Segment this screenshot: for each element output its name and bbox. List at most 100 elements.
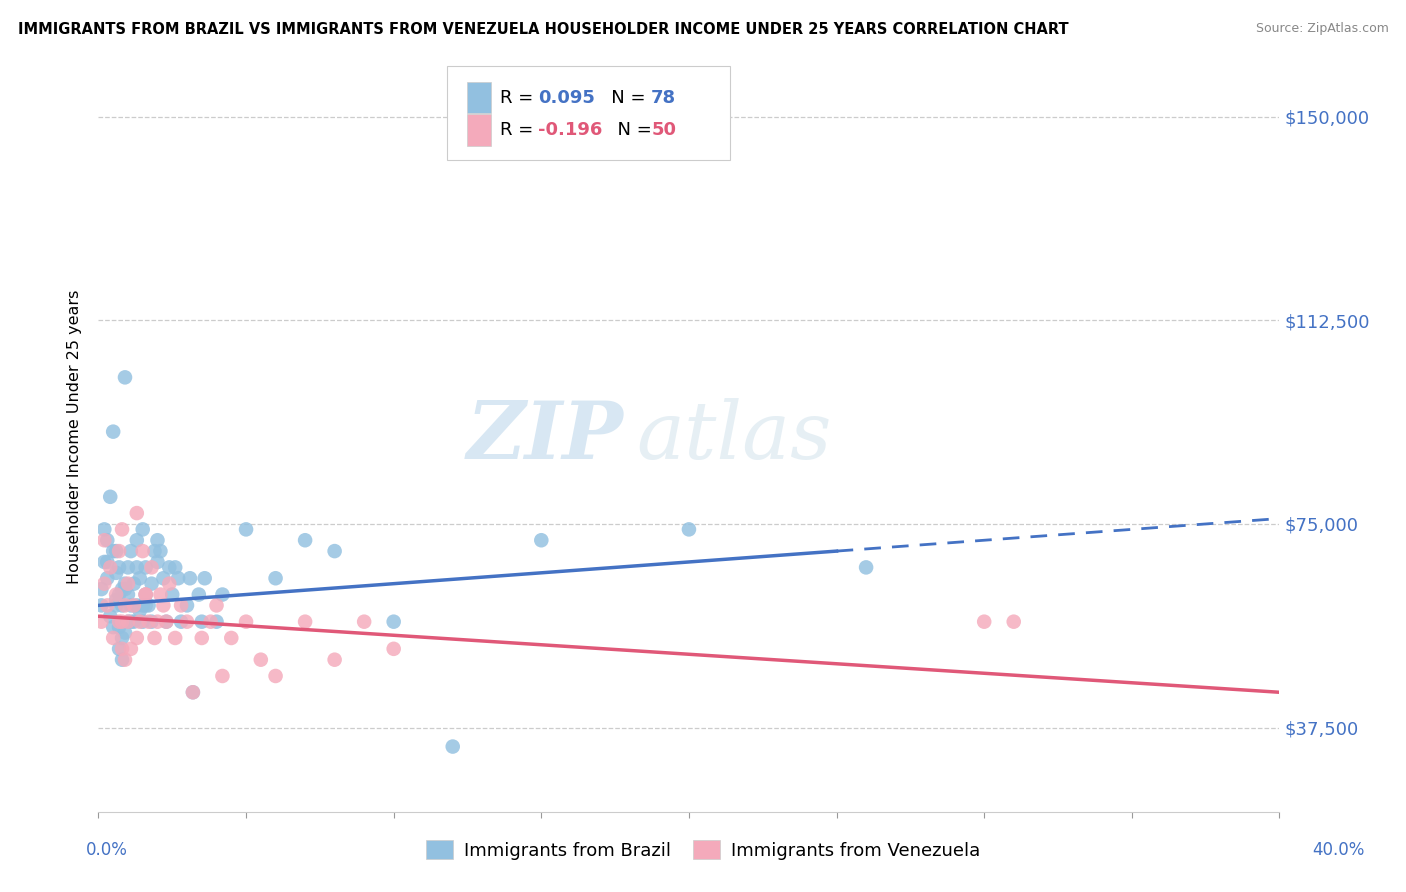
Point	[205, 615, 228, 629]
Point	[93, 533, 115, 548]
Text: 0.0%: 0.0%	[86, 841, 128, 859]
Point	[323, 544, 346, 558]
Point	[146, 533, 169, 548]
Point	[264, 669, 287, 683]
Point	[120, 544, 142, 558]
Text: 78: 78	[651, 88, 676, 107]
Point	[162, 588, 183, 602]
Point	[135, 588, 157, 602]
Point	[135, 588, 157, 602]
Point	[294, 533, 316, 548]
Point	[143, 544, 166, 558]
FancyBboxPatch shape	[467, 82, 491, 113]
Point	[128, 571, 150, 585]
Point	[194, 571, 217, 585]
Text: R =: R =	[501, 121, 538, 139]
Point	[98, 560, 121, 574]
Point	[170, 615, 193, 629]
Point	[122, 599, 145, 613]
Point	[93, 522, 115, 536]
Text: Source: ZipAtlas.com: Source: ZipAtlas.com	[1256, 22, 1389, 36]
Point	[1002, 615, 1025, 629]
Point	[96, 555, 118, 569]
Point	[117, 615, 139, 629]
Point	[122, 615, 145, 629]
Point	[96, 533, 118, 548]
Point	[90, 615, 112, 629]
Point	[250, 653, 273, 667]
Point	[211, 588, 233, 602]
Point	[187, 588, 209, 602]
Point	[235, 522, 257, 536]
Point	[111, 615, 134, 629]
Point	[103, 425, 125, 439]
Text: N =: N =	[595, 88, 652, 107]
Point	[143, 631, 166, 645]
Point	[141, 615, 163, 629]
Point	[108, 544, 131, 558]
Point	[149, 588, 172, 602]
Text: N =: N =	[606, 121, 658, 139]
Point	[155, 615, 177, 629]
Point	[323, 653, 346, 667]
Point	[264, 571, 287, 585]
Point	[181, 685, 204, 699]
Point	[111, 641, 134, 656]
Point	[132, 522, 155, 536]
Point	[96, 571, 118, 585]
Point	[108, 615, 131, 629]
Point	[103, 620, 125, 634]
Point	[117, 576, 139, 591]
Point	[108, 560, 131, 574]
Point	[221, 631, 243, 645]
Point	[146, 555, 169, 569]
Point	[441, 739, 464, 754]
Point	[125, 599, 148, 613]
Point	[111, 582, 134, 596]
Point	[141, 560, 163, 574]
Point	[678, 522, 700, 536]
Point	[170, 599, 193, 613]
Point	[157, 576, 180, 591]
Point	[120, 641, 142, 656]
Text: R =: R =	[501, 88, 538, 107]
Point	[108, 588, 131, 602]
Point	[973, 615, 995, 629]
Point	[114, 599, 136, 613]
Point	[105, 593, 128, 607]
Point	[200, 615, 222, 629]
Point	[117, 560, 139, 574]
Point	[108, 620, 131, 634]
Point	[96, 599, 118, 613]
Text: 40.0%: 40.0%	[1312, 841, 1365, 859]
Point	[125, 631, 148, 645]
Point	[132, 615, 155, 629]
Point	[167, 571, 190, 585]
Point	[157, 560, 180, 574]
Point	[205, 599, 228, 613]
Point	[176, 615, 198, 629]
Legend: Immigrants from Brazil, Immigrants from Venezuela: Immigrants from Brazil, Immigrants from …	[419, 833, 987, 867]
Point	[181, 685, 204, 699]
Point	[90, 582, 112, 596]
Point	[120, 599, 142, 613]
Point	[165, 631, 187, 645]
Point	[191, 631, 214, 645]
Point	[117, 615, 139, 629]
Point	[105, 544, 128, 558]
Point	[103, 544, 125, 558]
Point	[111, 522, 134, 536]
Point	[382, 641, 405, 656]
Text: -0.196: -0.196	[537, 121, 602, 139]
Point	[90, 599, 112, 613]
Y-axis label: Householder Income Under 25 years: Householder Income Under 25 years	[67, 290, 83, 584]
Point	[111, 599, 134, 613]
Text: 50: 50	[651, 121, 676, 139]
Point	[114, 582, 136, 596]
Point	[138, 599, 160, 613]
Point	[191, 615, 214, 629]
Point	[132, 599, 155, 613]
Point	[114, 576, 136, 591]
Point	[135, 560, 157, 574]
Point	[98, 490, 121, 504]
